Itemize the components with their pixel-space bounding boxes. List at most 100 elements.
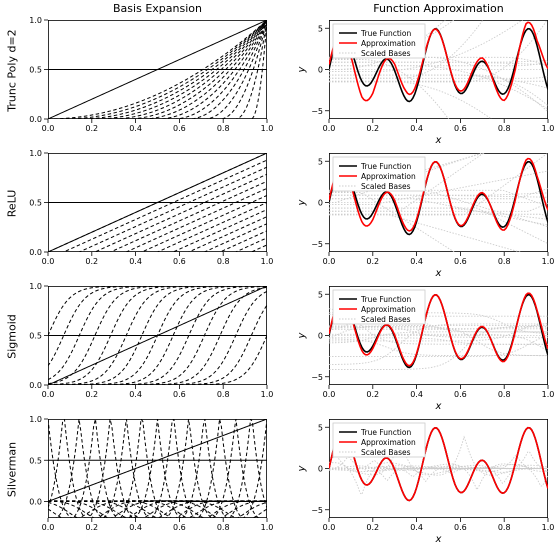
y-axis-label: y <box>296 332 307 338</box>
svg-text:1.0: 1.0 <box>29 282 42 291</box>
svg-text:0.2: 0.2 <box>366 390 379 399</box>
svg-text:1.0: 1.0 <box>542 257 555 266</box>
svg-text:5: 5 <box>318 290 323 299</box>
column-title: Function Approximation <box>329 2 548 15</box>
svg-text:0.0: 0.0 <box>42 523 55 532</box>
svg-text:0.6: 0.6 <box>454 124 467 133</box>
svg-text:1.0: 1.0 <box>542 523 555 532</box>
svg-text:0.4: 0.4 <box>410 257 423 266</box>
basis-panel: 0.00.20.40.60.81.00.00.51.0 <box>48 153 267 252</box>
svg-text:1.0: 1.0 <box>542 124 555 133</box>
svg-text:0.2: 0.2 <box>85 257 98 266</box>
svg-text:0.6: 0.6 <box>173 523 186 532</box>
svg-text:0.8: 0.8 <box>217 523 230 532</box>
svg-text:5: 5 <box>318 157 323 166</box>
svg-text:1.0: 1.0 <box>29 16 42 25</box>
x-axis-label: x <box>329 135 548 146</box>
svg-text:0.2: 0.2 <box>85 523 98 532</box>
svg-text:0.0: 0.0 <box>323 257 336 266</box>
svg-text:0.0: 0.0 <box>323 124 336 133</box>
svg-text:0.8: 0.8 <box>498 124 511 133</box>
svg-text:1.0: 1.0 <box>542 390 555 399</box>
svg-text:Scaled Bases: Scaled Bases <box>361 49 411 58</box>
svg-text:5: 5 <box>318 24 323 33</box>
approx-panel: 0.00.20.40.60.81.0−505True FunctionAppro… <box>329 153 548 252</box>
svg-text:0.0: 0.0 <box>323 390 336 399</box>
svg-text:0: 0 <box>318 66 323 75</box>
svg-text:−5: −5 <box>311 240 323 249</box>
svg-text:0.8: 0.8 <box>498 523 511 532</box>
row-label: Sigmoid <box>6 286 19 386</box>
x-axis-label: x <box>329 401 548 412</box>
svg-text:0.8: 0.8 <box>217 390 230 399</box>
svg-text:0.0: 0.0 <box>42 124 55 133</box>
svg-text:0.5: 0.5 <box>29 199 42 208</box>
svg-text:0.6: 0.6 <box>454 523 467 532</box>
svg-text:0.2: 0.2 <box>85 390 98 399</box>
approx-panel: 0.00.20.40.60.81.0−505True FunctionAppro… <box>329 20 548 119</box>
svg-text:0.2: 0.2 <box>85 124 98 133</box>
basis-panel: 0.00.20.40.60.81.00.00.51.0 <box>48 419 267 518</box>
x-axis-label: x <box>329 534 548 545</box>
svg-text:1.0: 1.0 <box>29 149 42 158</box>
svg-text:0.8: 0.8 <box>217 124 230 133</box>
svg-text:0.0: 0.0 <box>29 498 42 507</box>
svg-text:0.0: 0.0 <box>323 523 336 532</box>
x-axis-label: x <box>329 268 548 279</box>
svg-text:−5: −5 <box>311 506 323 515</box>
svg-text:True Function: True Function <box>360 29 411 38</box>
y-axis-label: y <box>296 465 307 471</box>
svg-text:0: 0 <box>318 332 323 341</box>
svg-text:0.4: 0.4 <box>129 390 142 399</box>
svg-text:0.6: 0.6 <box>173 257 186 266</box>
svg-text:0.5: 0.5 <box>29 456 42 465</box>
row-label: Trunc Poly d=2 <box>6 20 19 120</box>
svg-text:0.4: 0.4 <box>129 124 142 133</box>
basis-panel: 0.00.20.40.60.81.00.00.51.0 <box>48 20 267 119</box>
svg-text:1.0: 1.0 <box>261 124 274 133</box>
svg-text:0.0: 0.0 <box>42 390 55 399</box>
y-axis-label: y <box>296 199 307 205</box>
svg-text:0.6: 0.6 <box>173 390 186 399</box>
svg-text:0.8: 0.8 <box>498 257 511 266</box>
svg-text:0.0: 0.0 <box>29 381 42 390</box>
svg-text:0.4: 0.4 <box>410 124 423 133</box>
svg-text:0.0: 0.0 <box>29 248 42 257</box>
svg-text:0.4: 0.4 <box>410 390 423 399</box>
svg-text:1.0: 1.0 <box>261 257 274 266</box>
column-title: Basis Expansion <box>48 2 267 15</box>
svg-text:1.0: 1.0 <box>29 415 42 424</box>
svg-text:0.4: 0.4 <box>129 523 142 532</box>
svg-text:0.8: 0.8 <box>217 257 230 266</box>
svg-text:1.0: 1.0 <box>261 390 274 399</box>
svg-text:−5: −5 <box>311 107 323 116</box>
basis-panel: 0.00.20.40.60.81.00.00.51.0 <box>48 286 267 385</box>
svg-text:5: 5 <box>318 423 323 432</box>
approx-panel: 0.00.20.40.60.81.0−505True FunctionAppro… <box>329 286 548 385</box>
svg-text:0.0: 0.0 <box>29 115 42 124</box>
row-label: ReLU <box>6 153 19 253</box>
svg-text:0.2: 0.2 <box>366 124 379 133</box>
svg-text:Approximation: Approximation <box>361 172 416 181</box>
svg-text:0.6: 0.6 <box>173 124 186 133</box>
svg-text:Approximation: Approximation <box>361 438 416 447</box>
svg-text:Approximation: Approximation <box>361 305 416 314</box>
svg-text:0.8: 0.8 <box>498 390 511 399</box>
svg-text:0.0: 0.0 <box>42 257 55 266</box>
svg-text:0.4: 0.4 <box>129 257 142 266</box>
svg-text:1.0: 1.0 <box>261 523 274 532</box>
svg-text:Scaled Bases: Scaled Bases <box>361 448 411 457</box>
svg-text:0.5: 0.5 <box>29 332 42 341</box>
row-label: Silverman <box>6 419 19 519</box>
svg-text:Scaled Bases: Scaled Bases <box>361 315 411 324</box>
approx-panel: 0.00.20.40.60.81.0−505True FunctionAppro… <box>329 419 548 518</box>
svg-text:0: 0 <box>318 199 323 208</box>
svg-text:0.6: 0.6 <box>454 257 467 266</box>
figure: Basis Expansion Function Approximation Tru… <box>0 0 556 548</box>
svg-text:True Function: True Function <box>360 295 411 304</box>
svg-text:0.5: 0.5 <box>29 66 42 75</box>
svg-text:−5: −5 <box>311 373 323 382</box>
svg-text:True Function: True Function <box>360 428 411 437</box>
svg-text:0.2: 0.2 <box>366 257 379 266</box>
y-axis-label: y <box>296 66 307 72</box>
